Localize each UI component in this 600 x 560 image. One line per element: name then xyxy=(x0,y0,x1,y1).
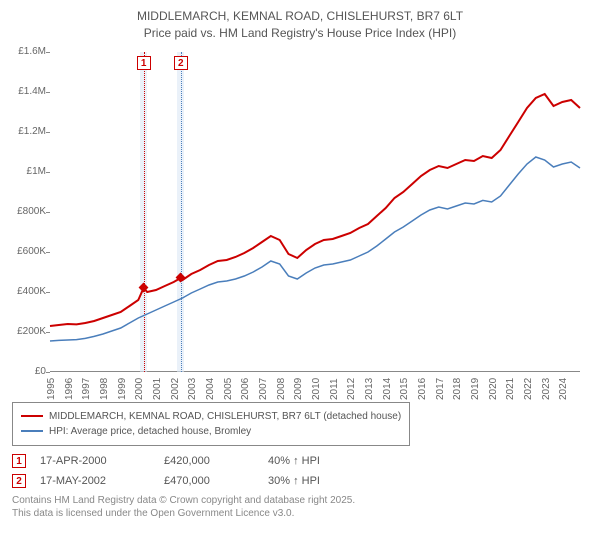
legend-label: HPI: Average price, detached house, Brom… xyxy=(49,424,251,439)
sale-date: 17-APR-2000 xyxy=(40,455,150,467)
x-tick-label: 1995 xyxy=(46,377,48,399)
x-tick-label: 2004 xyxy=(205,377,207,399)
x-tick-label: 2017 xyxy=(435,377,437,399)
y-tick-label: £0 xyxy=(12,366,46,377)
sales-table: 1 17-APR-2000 £420,000 40% ↑ HPI 2 17-MAY-200… xyxy=(12,454,588,488)
x-tick-label: 2003 xyxy=(187,377,189,399)
sale-row: 1 17-APR-2000 £420,000 40% ↑ HPI xyxy=(12,454,588,468)
y-tick-label: £1.6M xyxy=(12,46,46,57)
x-tick-label: 2006 xyxy=(240,377,242,399)
y-tick-label: £1.2M xyxy=(12,126,46,137)
title-line-2: Price paid vs. HM Land Registry's House … xyxy=(12,25,588,42)
x-tick-label: 1999 xyxy=(117,377,119,399)
y-tick-label: £800K xyxy=(12,206,46,217)
sale-marker-top: 2 xyxy=(174,56,188,70)
y-tick-label: £200K xyxy=(12,326,46,337)
footer: Contains HM Land Registry data © Crown c… xyxy=(12,494,588,520)
x-tick-label: 2013 xyxy=(364,377,366,399)
x-tick-label: 2008 xyxy=(276,377,278,399)
legend: MIDDLEMARCH, KEMNAL ROAD, CHISLEHURST, B… xyxy=(12,402,410,446)
sale-marker-top: 1 xyxy=(137,56,151,70)
footer-line-2: This data is licensed under the Open Gov… xyxy=(12,507,588,520)
x-tick-label: 2016 xyxy=(417,377,419,399)
y-tick-label: £600K xyxy=(12,246,46,257)
sale-date: 17-MAY-2002 xyxy=(40,475,150,487)
x-tick-label: 2005 xyxy=(223,377,225,399)
legend-item: HPI: Average price, detached house, Brom… xyxy=(21,424,401,439)
chart: £0 £200K £400K £600K £800K £1M £1.2M £1.4M £1.6M… xyxy=(12,48,588,398)
sale-marker: 2 xyxy=(12,474,26,488)
x-tick-label: 2012 xyxy=(346,377,348,399)
x-tick-label: 2010 xyxy=(311,377,313,399)
plot-area xyxy=(50,52,580,372)
legend-item: MIDDLEMARCH, KEMNAL ROAD, CHISLEHURST, B… xyxy=(21,409,401,424)
x-tick-label: 1997 xyxy=(81,377,83,399)
x-tick-label: 1998 xyxy=(99,377,101,399)
x-tick-label: 2000 xyxy=(134,377,136,399)
sale-delta: 40% ↑ HPI xyxy=(268,455,320,467)
x-tick-label: 2001 xyxy=(152,377,154,399)
x-tick-label: 2015 xyxy=(399,377,401,399)
x-tick-label: 2021 xyxy=(505,377,507,399)
footer-line-1: Contains HM Land Registry data © Crown c… xyxy=(12,494,588,507)
chart-title: MIDDLEMARCH, KEMNAL ROAD, CHISLEHURST, B… xyxy=(12,8,588,42)
x-tick-label: 2014 xyxy=(382,377,384,399)
y-tick-label: £1.4M xyxy=(12,86,46,97)
legend-label: MIDDLEMARCH, KEMNAL ROAD, CHISLEHURST, B… xyxy=(49,409,401,424)
x-tick-label: 2020 xyxy=(488,377,490,399)
x-tick-label: 2018 xyxy=(452,377,454,399)
legend-swatch xyxy=(21,430,43,432)
title-line-1: MIDDLEMARCH, KEMNAL ROAD, CHISLEHURST, B… xyxy=(12,8,588,25)
sale-row: 2 17-MAY-2002 £470,000 30% ↑ HPI xyxy=(12,474,588,488)
legend-swatch xyxy=(21,415,43,417)
x-tick-label: 1996 xyxy=(64,377,66,399)
x-tick-label: 2022 xyxy=(523,377,525,399)
series-hpi xyxy=(50,157,580,341)
y-tick-label: £400K xyxy=(12,286,46,297)
series-price_paid xyxy=(50,94,580,326)
x-tick-label: 2019 xyxy=(470,377,472,399)
x-tick-label: 2011 xyxy=(329,378,331,400)
sale-delta: 30% ↑ HPI xyxy=(268,475,320,487)
x-tick-label: 2002 xyxy=(170,377,172,399)
x-tick-label: 2007 xyxy=(258,377,260,399)
sale-price: £470,000 xyxy=(164,475,254,487)
x-tick-label: 2023 xyxy=(541,377,543,399)
line-series xyxy=(50,52,580,372)
sale-marker: 1 xyxy=(12,454,26,468)
x-tick-label: 2024 xyxy=(558,377,560,399)
sale-price: £420,000 xyxy=(164,455,254,467)
x-tick-label: 2009 xyxy=(293,377,295,399)
y-tick-label: £1M xyxy=(12,166,46,177)
